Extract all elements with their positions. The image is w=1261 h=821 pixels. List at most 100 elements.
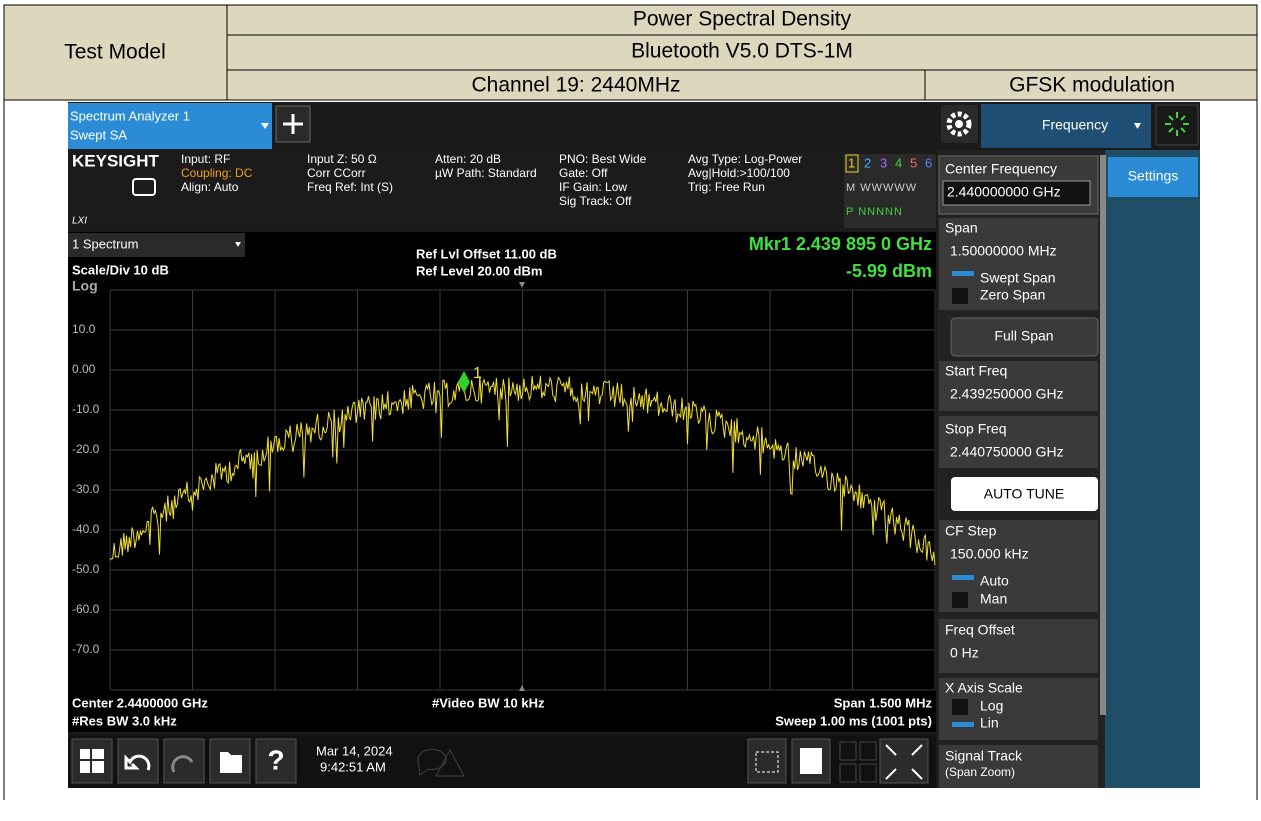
trace-number[interactable]: 5 bbox=[910, 155, 917, 170]
marker-freq: Mkr1 2.439 895 0 GHz bbox=[749, 234, 932, 254]
start-value: 2.439250000 GHz bbox=[950, 386, 1064, 402]
panel-items: Center Frequency 2.440000000 GHz Span 1.… bbox=[938, 155, 1099, 788]
trace-number[interactable]: 1 bbox=[848, 155, 855, 170]
ref-offset: Ref Lvl Offset 11.00 dB bbox=[416, 246, 557, 261]
y-label: -60.0 bbox=[72, 602, 100, 616]
info: Avg Type: Log-Power bbox=[688, 152, 802, 166]
marker-diamond bbox=[458, 371, 470, 393]
dropdown-arrow bbox=[235, 242, 241, 247]
y-label: -30.0 bbox=[72, 482, 100, 496]
gear-icon bbox=[955, 120, 963, 128]
man[interactable]: Man bbox=[980, 591, 1007, 607]
cf-step-value: 150.000 kHz bbox=[950, 546, 1029, 562]
offset-item[interactable] bbox=[939, 619, 1098, 673]
gear-icon bbox=[946, 111, 972, 137]
y-label: 10.0 bbox=[72, 322, 96, 336]
redo-button[interactable] bbox=[163, 738, 205, 784]
subtitle: Bluetooth V5.0 DTS-1M bbox=[631, 40, 853, 63]
auto[interactable]: Auto bbox=[980, 573, 1009, 589]
tab-name: Spectrum Analyzer 1 bbox=[70, 108, 190, 123]
layout-icon bbox=[755, 751, 779, 773]
menu-name: Frequency bbox=[1042, 117, 1108, 133]
dropdown-arrow bbox=[261, 123, 269, 129]
folder-icon bbox=[220, 752, 242, 773]
info: Trig: Free Run bbox=[688, 180, 765, 194]
help-button[interactable] bbox=[255, 738, 297, 784]
y-label: -40.0 bbox=[72, 522, 100, 536]
trace-number[interactable]: 2 bbox=[864, 155, 871, 170]
y-label: -20.0 bbox=[72, 442, 100, 456]
radio-off bbox=[952, 288, 968, 304]
title: Power Spectral Density bbox=[633, 8, 852, 31]
lxi: LXI bbox=[72, 216, 87, 227]
info: Avg|Hold:>100/100 bbox=[688, 166, 790, 180]
stop-item[interactable] bbox=[939, 416, 1098, 468]
info: Gate: Off bbox=[559, 166, 608, 180]
tab-mode: Swept SA bbox=[70, 127, 127, 142]
menu-tab[interactable] bbox=[981, 104, 1151, 148]
span-label: Span bbox=[945, 220, 978, 236]
auto-tune-button[interactable] bbox=[951, 477, 1098, 511]
keyboard-icons bbox=[417, 748, 465, 777]
test-model: Test Model bbox=[64, 41, 166, 64]
trace-number[interactable]: 3 bbox=[880, 155, 887, 170]
info: µW Path: Standard bbox=[435, 166, 537, 180]
trace-number[interactable]: 6 bbox=[925, 155, 932, 170]
trace-box bbox=[844, 154, 936, 228]
marker-id: 1 bbox=[473, 365, 482, 382]
busy-icon bbox=[1165, 112, 1189, 136]
radio-off bbox=[952, 699, 968, 715]
x-log[interactable]: Log bbox=[980, 698, 1003, 714]
start-item[interactable] bbox=[939, 361, 1098, 411]
center-field[interactable] bbox=[942, 180, 1091, 206]
offset-value: 0 Hz bbox=[950, 645, 979, 661]
busy-button[interactable] bbox=[1155, 104, 1199, 146]
screen-icon bbox=[132, 178, 156, 196]
header-table: Test Model Power Spectral Density Blueto… bbox=[3, 4, 1258, 800]
full-span-button[interactable] bbox=[950, 317, 1099, 357]
info: IF Gain: Low bbox=[559, 180, 627, 194]
signal-track-item[interactable] bbox=[939, 745, 1098, 788]
vbw: #Video BW 10 kHz bbox=[432, 695, 545, 710]
settings-tab[interactable] bbox=[1108, 157, 1198, 197]
plus-icon bbox=[283, 114, 303, 134]
scrollbar bbox=[1100, 155, 1106, 715]
time: 9:42:51 AM bbox=[320, 759, 386, 774]
undo-button[interactable] bbox=[117, 738, 159, 784]
marker-value: -5.99 dBm bbox=[846, 261, 932, 281]
trace-numbers: 1 2 3 4 5 6 bbox=[848, 155, 932, 170]
x-lin[interactable]: Lin bbox=[980, 715, 999, 731]
layout-button[interactable] bbox=[747, 738, 787, 784]
stop-label: Stop Freq bbox=[945, 421, 1006, 437]
undo-icon bbox=[124, 754, 151, 771]
trace-modes: M WWWWW bbox=[846, 182, 917, 194]
tab[interactable] bbox=[68, 103, 272, 149]
center-value: 2.440000000 GHz bbox=[947, 184, 1061, 200]
span-zoom: (Span Zoom) bbox=[945, 765, 1015, 779]
span-value: 1.50000000 MHz bbox=[950, 243, 1057, 259]
fullscreen-icon bbox=[885, 744, 923, 780]
grid-icon bbox=[839, 741, 877, 783]
y-labels: 10.0 0.00 -10.0 -20.0 -30.0 -40.0 -50.0 -60.0 -7… bbox=[72, 322, 100, 656]
span: Span 1.500 MHz bbox=[834, 695, 933, 710]
x-scale-label: X Axis Scale bbox=[945, 680, 1023, 696]
swept-span[interactable]: Swept Span bbox=[980, 270, 1056, 286]
radio-off bbox=[952, 592, 968, 608]
zero-span[interactable]: Zero Span bbox=[980, 287, 1045, 303]
help-icon: ? bbox=[267, 744, 284, 775]
y-label: -10.0 bbox=[72, 402, 100, 416]
y-label: -70.0 bbox=[72, 642, 100, 656]
settings-label: Settings bbox=[1128, 168, 1179, 184]
date: Mar 14, 2024 bbox=[316, 743, 393, 758]
info: Input: RF bbox=[181, 152, 230, 166]
info: Coupling: DC bbox=[181, 166, 253, 180]
trace-number[interactable]: 4 bbox=[895, 155, 902, 170]
info: PNO: Best Wide bbox=[559, 152, 647, 166]
sweep: Sweep 1.00 ms (1001 pts) bbox=[775, 713, 932, 728]
trace-detectors: P NNNNN bbox=[846, 206, 903, 218]
ref-level: Ref Level 20.00 dBm bbox=[416, 263, 542, 278]
radio-on bbox=[952, 271, 974, 276]
info: Atten: 20 dB bbox=[435, 152, 501, 166]
analyzer: Spectrum Analyzer 1 Swept SA Frequency K… bbox=[68, 102, 1200, 788]
window-select[interactable] bbox=[68, 233, 245, 257]
